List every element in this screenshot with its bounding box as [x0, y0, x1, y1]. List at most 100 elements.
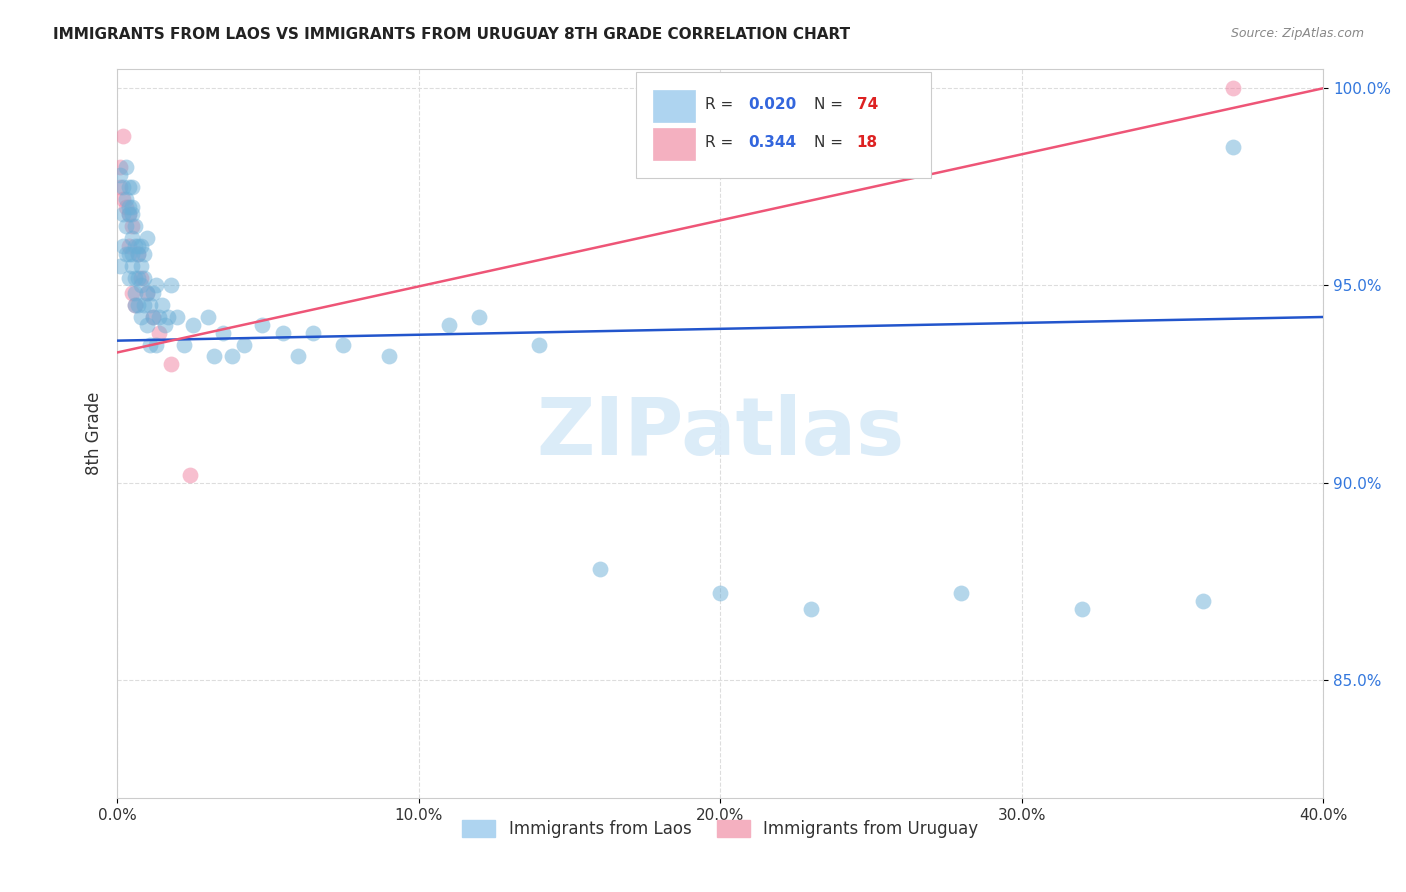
Point	[121, 207, 143, 221]
Point	[136, 318, 159, 332]
Point	[134, 270, 156, 285]
Point	[121, 219, 143, 234]
Point	[139, 337, 162, 351]
Text: R =: R =	[704, 96, 738, 112]
Point	[197, 310, 219, 324]
Point	[124, 298, 146, 312]
Point	[127, 298, 149, 312]
Point	[160, 357, 183, 371]
Point	[468, 310, 491, 324]
Point	[145, 278, 167, 293]
Point	[529, 337, 551, 351]
Point	[121, 247, 143, 261]
Point	[115, 192, 138, 206]
Point	[134, 298, 156, 312]
Point	[118, 179, 141, 194]
Point	[287, 350, 309, 364]
Point	[1222, 81, 1244, 95]
Text: R =: R =	[704, 136, 738, 151]
Text: 0.020: 0.020	[748, 96, 796, 112]
Point	[124, 286, 146, 301]
Point	[108, 160, 131, 174]
Point	[202, 350, 225, 364]
Point	[108, 179, 131, 194]
Point	[221, 350, 243, 364]
Point	[148, 326, 170, 340]
Text: N =: N =	[814, 136, 848, 151]
Point	[124, 298, 146, 312]
Point	[115, 247, 138, 261]
Point	[112, 207, 135, 221]
Point	[1222, 140, 1244, 154]
Point	[157, 310, 180, 324]
Point	[142, 310, 165, 324]
Point	[112, 179, 135, 194]
Point	[118, 207, 141, 221]
Text: IMMIGRANTS FROM LAOS VS IMMIGRANTS FROM URUGUAY 8TH GRADE CORRELATION CHART: IMMIGRANTS FROM LAOS VS IMMIGRANTS FROM …	[53, 27, 851, 42]
Point	[437, 318, 460, 332]
Point	[124, 270, 146, 285]
Point	[127, 270, 149, 285]
Point	[121, 179, 143, 194]
Point	[142, 286, 165, 301]
Point	[377, 350, 399, 364]
Y-axis label: 8th Grade: 8th Grade	[86, 392, 103, 475]
Point	[211, 326, 233, 340]
Point	[181, 318, 204, 332]
Point	[112, 128, 135, 143]
Point	[950, 586, 973, 600]
Point	[108, 168, 131, 182]
Point	[302, 326, 325, 340]
Point	[232, 337, 254, 351]
Point	[134, 247, 156, 261]
Point	[127, 247, 149, 261]
Point	[148, 310, 170, 324]
Point	[112, 239, 135, 253]
Point	[118, 200, 141, 214]
Point	[131, 278, 153, 293]
Point	[155, 318, 177, 332]
Point	[152, 298, 174, 312]
Point	[136, 286, 159, 301]
Point	[108, 259, 131, 273]
Point	[800, 602, 823, 616]
Point	[121, 259, 143, 273]
Point	[271, 326, 294, 340]
FancyBboxPatch shape	[652, 128, 695, 161]
FancyBboxPatch shape	[652, 90, 695, 122]
Point	[142, 310, 165, 324]
Point	[1191, 594, 1213, 608]
Point	[118, 270, 141, 285]
Text: N =: N =	[814, 96, 848, 112]
Point	[131, 239, 153, 253]
FancyBboxPatch shape	[636, 72, 931, 178]
Point	[131, 270, 153, 285]
Point	[160, 278, 183, 293]
Point	[124, 239, 146, 253]
Text: 18: 18	[856, 136, 877, 151]
Point	[179, 467, 201, 482]
Point	[588, 562, 610, 576]
Point	[131, 259, 153, 273]
Point	[112, 192, 135, 206]
Point	[121, 200, 143, 214]
Text: Source: ZipAtlas.com: Source: ZipAtlas.com	[1230, 27, 1364, 40]
Point	[115, 160, 138, 174]
Point	[332, 337, 354, 351]
Point	[131, 310, 153, 324]
Point	[118, 247, 141, 261]
Point	[250, 318, 273, 332]
Point	[124, 219, 146, 234]
Point	[166, 310, 188, 324]
Point	[1071, 602, 1094, 616]
Text: ZIPatlas: ZIPatlas	[536, 394, 904, 473]
Point	[121, 231, 143, 245]
Point	[127, 247, 149, 261]
Point	[136, 231, 159, 245]
Point	[136, 286, 159, 301]
Point	[139, 298, 162, 312]
Point	[145, 337, 167, 351]
Point	[121, 286, 143, 301]
Point	[709, 586, 731, 600]
Text: 74: 74	[856, 96, 877, 112]
